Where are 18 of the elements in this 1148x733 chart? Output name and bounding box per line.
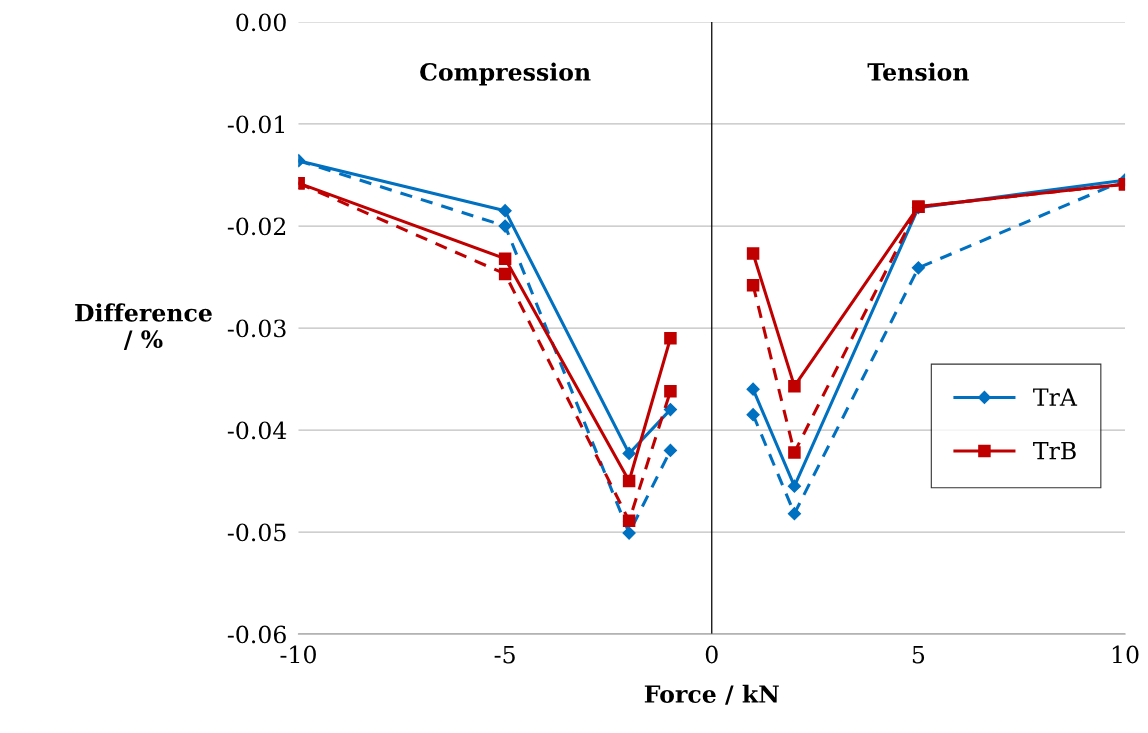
x-tick-label: 0 [705, 645, 718, 664]
x-tick-label: -10 [280, 645, 316, 664]
x-tick-label: -5 [494, 645, 515, 664]
x-axis-title: Force / kN [644, 684, 779, 705]
y-tick-label: -0.03 [227, 319, 286, 338]
y-tick-label: -0.02 [227, 217, 286, 236]
y-tick-label: -0.01 [227, 115, 285, 134]
legend-label: TrB [1033, 442, 1076, 460]
x-tick-label: 5 [912, 645, 925, 664]
annotation: Tension [867, 62, 969, 81]
y-tick-label: -0.04 [227, 421, 287, 440]
y-tick-label: -0.05 [227, 523, 286, 542]
annotation: Compression [420, 62, 591, 86]
legend-label: TrA [1033, 388, 1078, 406]
y-tick-label: 0.00 [236, 13, 286, 32]
y-tick-label: -0.06 [227, 625, 286, 644]
x-tick-label: 10 [1112, 645, 1139, 664]
y-axis-title: Difference / % [75, 303, 212, 350]
